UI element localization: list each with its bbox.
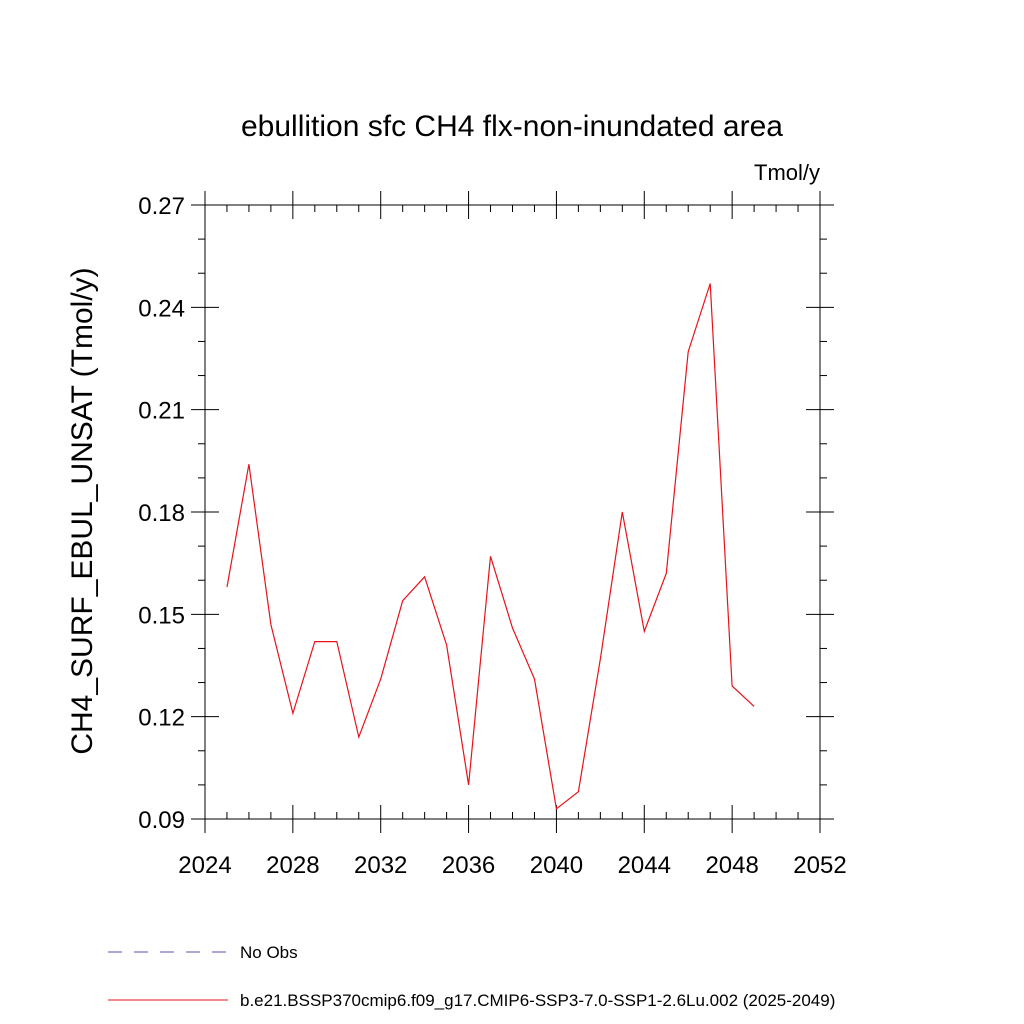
y-tick-label: 0.09 [138,807,185,834]
plot-frame [204,204,821,820]
x-tick-label: 2028 [266,852,319,879]
units-label: Tmol/y [754,160,820,185]
x-tick-label: 2052 [793,852,846,879]
x-tick-label: 2048 [705,852,758,879]
chart-title: ebullition sfc CH4 flx-non-inundated are… [241,110,783,143]
y-axis-label: CH4_SURF_EBUL_UNSAT (Tmol/y) [66,267,99,754]
x-tick-label: 2024 [178,852,231,879]
y-tick-label: 0.15 [138,602,185,629]
y-tick-label: 0.12 [138,705,185,732]
legend-label: b.e21.BSSP370cmip6.f09_g17.CMIP6-SSP3-7.… [240,991,835,1010]
x-tick-label: 2044 [618,852,671,879]
y-tick-label: 0.18 [138,500,185,527]
series-line [226,283,755,810]
axis-ticks [191,191,834,833]
legend: No Obs b.e21.BSSP370cmip6.f09_g17.CMIP6-S… [108,943,835,1010]
x-tick-label: 2032 [354,852,407,879]
x-tick-label: 2036 [442,852,495,879]
y-tick-label: 0.24 [138,295,185,322]
tick-labels: 2024 2028 2032 2036 2040 2044 2048 2052 0.09 0.12… [138,193,846,879]
legend-label: No Obs [240,943,298,962]
y-tick-label: 0.21 [138,398,185,425]
data-series [226,283,755,810]
x-tick-label: 2040 [530,852,583,879]
y-tick-label: 0.27 [138,193,185,220]
